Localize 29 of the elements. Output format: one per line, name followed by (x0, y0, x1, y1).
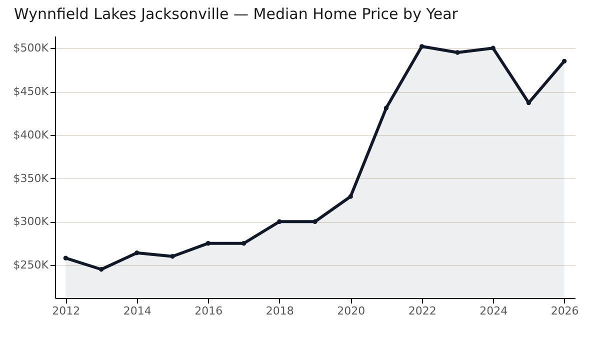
point (63, 256, 68, 260)
y-tick-label: $400K (13, 128, 50, 142)
point (98, 267, 104, 272)
y-tick-label: $450K (13, 85, 50, 98)
x-tick-label: 2020 (337, 304, 366, 318)
y-tick-label: $500K (13, 42, 50, 55)
y-tick-label: $300K (13, 215, 50, 228)
point (277, 219, 282, 224)
point (170, 254, 175, 259)
point (490, 46, 496, 50)
point (420, 44, 424, 49)
x-tick-label: 2018 (266, 304, 294, 318)
point (348, 194, 353, 199)
x-tick-label: 2022 (408, 304, 436, 318)
point (312, 219, 318, 224)
y-tick-label: $350K (13, 172, 50, 185)
y-tick-label: $250K (13, 258, 50, 272)
x-tick-label: 2014 (123, 304, 152, 318)
chart-title: Wynnfield Lakes Jacksonville — Median Home Price by Year (14, 5, 459, 23)
x-tick-label: 2016 (194, 304, 223, 318)
point (384, 106, 389, 110)
x-tick-label: 2024 (480, 304, 508, 318)
point (455, 50, 460, 55)
x-tick-label: 2026 (550, 304, 579, 318)
point (562, 58, 567, 64)
point (206, 241, 210, 246)
point (134, 250, 140, 256)
point (241, 241, 246, 246)
x-tick-label: 2012 (52, 304, 80, 318)
